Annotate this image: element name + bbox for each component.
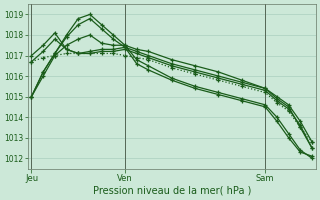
X-axis label: Pression niveau de la mer( hPa ): Pression niveau de la mer( hPa ) [92, 186, 251, 196]
